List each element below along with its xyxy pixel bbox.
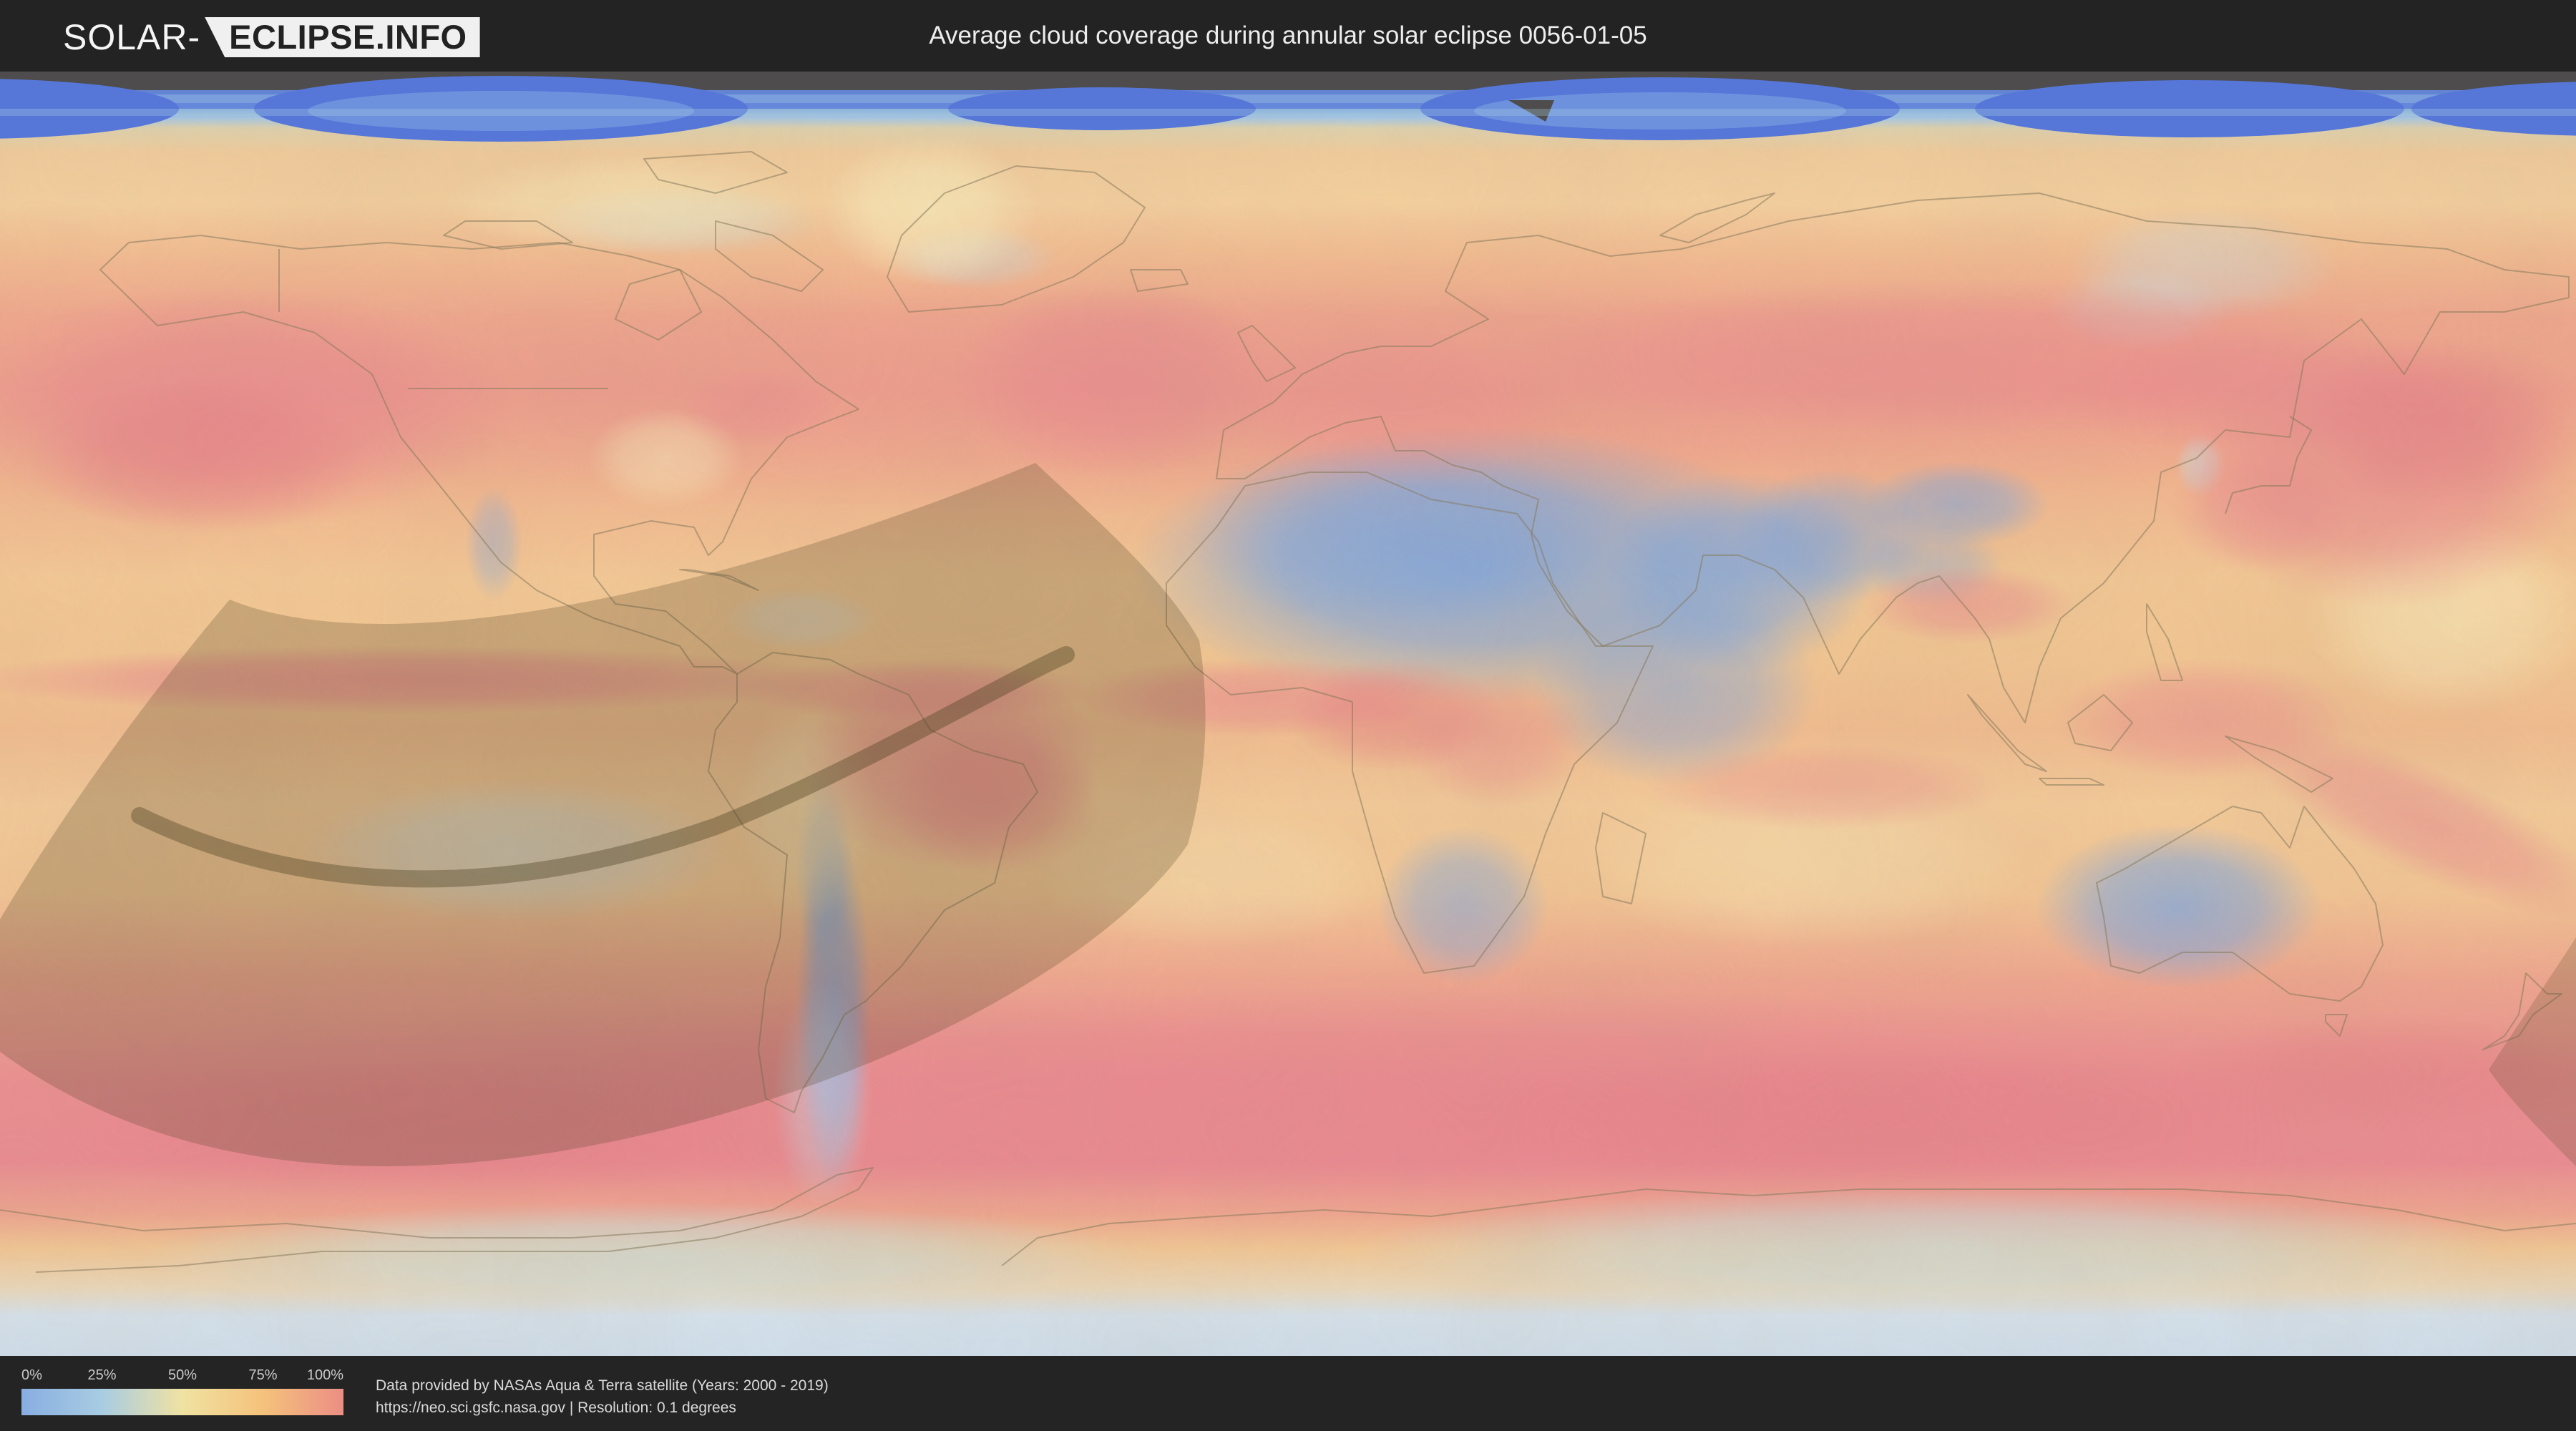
legend-tick-0: 0% [21,1367,42,1383]
attribution-line-2: https://neo.sci.gsfc.nasa.gov | Resoluti… [376,1400,736,1416]
legend-tick-75: 75% [248,1367,278,1383]
cloud-coverage-legend: 0% 25% 50% 75% 100% [21,1366,343,1423]
attribution-line-1: Data provided by NASAs Aqua & Terra sate… [376,1377,829,1394]
site-logo[interactable]: SOLAR- ECLIPSE.INFO [63,17,480,57]
coastline-outlines [0,151,2576,1273]
legend-tick-50: 50% [167,1367,197,1383]
legend-tick-100: 100% [306,1367,343,1383]
legend-gradient-bar [21,1389,343,1415]
noise-grain [0,103,2576,1356]
footer-bar: 0% 25% 50% 75% 100% Data provided by NAS… [0,1356,2576,1431]
world-map [0,72,2576,1356]
header-bar: SOLAR- ECLIPSE.INFO Average cloud covera… [0,0,2576,72]
projection-scallops [0,76,2576,142]
eclipse-center-line [131,646,1075,888]
logo-text-solar: SOLAR- [63,17,201,57]
eclipse-overlay [0,463,2576,1167]
attribution: Data provided by NASAs Aqua & Terra sate… [376,1374,829,1419]
logo-text-eclipse-info: ECLIPSE.INFO [205,17,480,57]
world-map-canvas [0,72,2576,1356]
eclipse-path-band [0,463,1206,1167]
eclipse-band-antimeridian-wedge [2489,937,2576,1166]
legend-tick-25: 25% [87,1367,117,1383]
page-title: Average cloud coverage during annular so… [929,21,1647,49]
legend-ticks: 0% 25% 50% 75% 100% [21,1366,343,1384]
